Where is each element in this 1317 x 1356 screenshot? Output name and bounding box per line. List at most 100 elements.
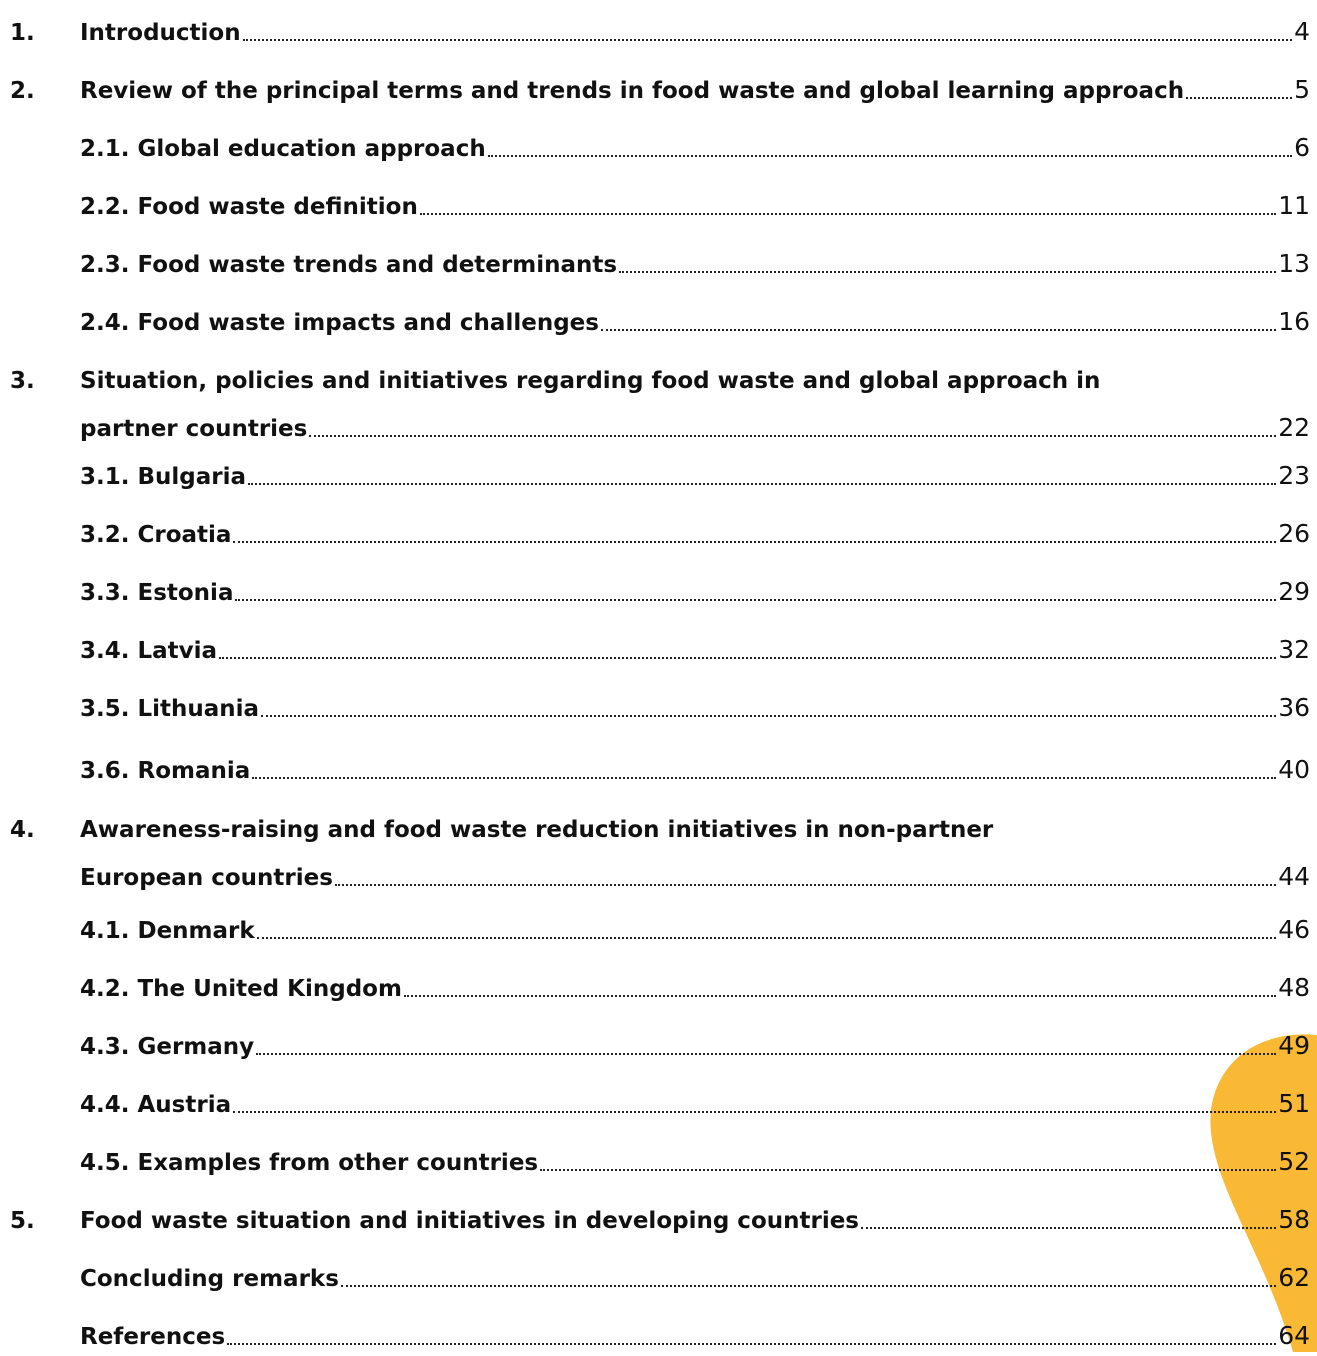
toc-entry: 4.4. Austria 51	[0, 1084, 1310, 1124]
entry-title: 3.3. Estonia	[80, 580, 233, 606]
entry-line: European countries44	[80, 862, 1310, 891]
entry-line: 2.1. Global education approach6	[80, 133, 1310, 162]
entry-number: 5.	[10, 1208, 35, 1234]
page-number: 52	[1278, 1147, 1310, 1176]
page-number: 51	[1278, 1089, 1310, 1118]
page-number: 32	[1278, 635, 1310, 664]
entry-line: partner countries 22	[80, 413, 1310, 442]
toc-entry: 2.3. Food waste trends and determinants 1…	[0, 244, 1310, 284]
toc-entry: 5. Food waste situation and initiatives i…	[0, 1200, 1310, 1240]
entry-title: 2.2. Food waste definition	[80, 194, 418, 220]
entry-title: 4.2. The United Kingdom	[80, 976, 402, 1002]
page-number: 22	[1278, 413, 1310, 442]
entry-title: partner countries	[80, 416, 307, 442]
page-number: 23	[1278, 461, 1310, 490]
entry-line: Review of the principal terms and trends…	[80, 75, 1310, 104]
dot-leader	[540, 1169, 1276, 1171]
dot-leader	[261, 715, 1276, 717]
entry-line: 4.2. The United Kingdom 48	[80, 973, 1310, 1002]
toc-entry: References 64	[0, 1316, 1310, 1356]
entry-title: Situation, policies and initiatives rega…	[80, 368, 1100, 394]
entry-title: Food waste situation and initiatives in …	[80, 1208, 859, 1234]
entry-title: 3.1. Bulgaria	[80, 464, 246, 490]
entry-line: 3.4. Latvia32	[80, 635, 1310, 664]
page-number: 58	[1278, 1205, 1310, 1234]
toc-entry: 3.2. Croatia 26	[0, 514, 1310, 554]
dot-leader	[1186, 97, 1292, 99]
toc-entry: 2.4. Food waste impacts and challenges 16	[0, 302, 1310, 342]
toc-entry: partner countries 22	[0, 408, 1310, 448]
page-number: 13	[1278, 249, 1310, 278]
toc-entry: 3.3. Estonia 29	[0, 572, 1310, 612]
dot-leader	[488, 155, 1292, 157]
entry-title: Concluding remarks	[80, 1266, 339, 1292]
page-number: 44	[1278, 862, 1310, 891]
entry-number: 2.	[10, 78, 35, 104]
dot-leader	[404, 995, 1276, 997]
page-number: 26	[1278, 519, 1310, 548]
entry-line: Concluding remarks 62	[80, 1263, 1310, 1292]
entry-line: 2.4. Food waste impacts and challenges 16	[80, 307, 1310, 336]
dot-leader	[243, 39, 1292, 41]
toc-entry: Concluding remarks 62	[0, 1258, 1310, 1298]
toc-entry: 4.1. Denmark46	[0, 910, 1310, 950]
entry-number: 1.	[10, 20, 35, 46]
entry-line: 3.2. Croatia 26	[80, 519, 1310, 548]
page-number: 4	[1294, 17, 1310, 46]
page-number: 62	[1278, 1263, 1310, 1292]
entry-title: 3.2. Croatia	[80, 522, 231, 548]
entry-title: 4.5. Examples from other countries	[80, 1150, 538, 1176]
dot-leader	[219, 657, 1276, 659]
dot-leader	[257, 937, 1277, 939]
page-number: 5	[1294, 75, 1310, 104]
entry-line: 2.3. Food waste trends and determinants 1…	[80, 249, 1310, 278]
dot-leader	[233, 541, 1276, 543]
dot-leader	[335, 884, 1276, 886]
page-number: 29	[1278, 577, 1310, 606]
page-number: 64	[1278, 1321, 1310, 1350]
yellow-shape	[1210, 1034, 1317, 1352]
entry-title: References	[80, 1324, 225, 1350]
toc-entry: 4.5. Examples from other countries 52	[0, 1142, 1310, 1182]
dot-leader	[256, 1053, 1276, 1055]
toc-entry: 3.1. Bulgaria 23	[0, 456, 1310, 496]
page-number: 16	[1278, 307, 1310, 336]
dot-leader	[233, 1111, 1276, 1113]
toc-entry: 3.5. Lithuania36	[0, 688, 1310, 728]
page-number: 48	[1278, 973, 1310, 1002]
toc-entry: 3.Situation, policies and initiatives re…	[0, 360, 1310, 400]
entry-number: 4.	[10, 817, 35, 843]
entry-line: 3.1. Bulgaria 23	[80, 461, 1310, 490]
toc-entry: 2.2. Food waste definition 11	[0, 186, 1310, 226]
dot-leader	[248, 483, 1276, 485]
entry-title: 3.6. Romania	[80, 758, 250, 784]
dot-leader	[601, 329, 1276, 331]
toc-entry: 4. Awareness-raising and food waste reduc…	[0, 809, 1310, 849]
entry-title: 3.5. Lithuania	[80, 696, 259, 722]
toc-entry: 3.6. Romania 40	[0, 750, 1310, 790]
toc-entry: 4.2. The United Kingdom 48	[0, 968, 1310, 1008]
page-number: 11	[1278, 191, 1310, 220]
entry-title: 2.3. Food waste trends and determinants	[80, 252, 617, 278]
page-number: 6	[1294, 133, 1310, 162]
toc-entry: 2. Review of the principal terms and tren…	[0, 70, 1310, 110]
entry-title: Awareness-raising and food waste reducti…	[80, 817, 993, 843]
entry-line: 4.4. Austria 51	[80, 1089, 1310, 1118]
page-number: 46	[1278, 915, 1310, 944]
page-number: 40	[1278, 755, 1310, 784]
entry-line: 4.5. Examples from other countries 52	[80, 1147, 1310, 1176]
entry-title: 4.3. Germany	[80, 1034, 254, 1060]
entry-line: Situation, policies and initiatives rega…	[80, 368, 1310, 394]
entry-title: 4.4. Austria	[80, 1092, 231, 1118]
dot-leader	[619, 271, 1276, 273]
entry-title: 2.4. Food waste impacts and challenges	[80, 310, 599, 336]
entry-line: 3.6. Romania 40	[80, 755, 1310, 784]
dot-leader	[420, 213, 1276, 215]
entry-title: Review of the principal terms and trends…	[80, 78, 1184, 104]
entry-line: 3.3. Estonia 29	[80, 577, 1310, 606]
